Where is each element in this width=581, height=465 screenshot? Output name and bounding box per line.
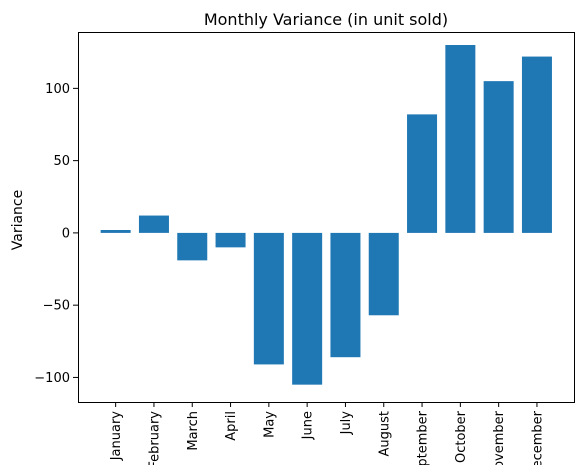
bar-december	[521, 56, 552, 233]
bar-september	[407, 114, 438, 233]
bar-march	[177, 232, 208, 261]
bar-june	[292, 232, 323, 385]
y-axis: −100 −50 0 50 100	[34, 82, 78, 386]
bar-may	[253, 232, 284, 365]
x-tick-label: April	[224, 411, 239, 441]
x-tick-label: February	[147, 411, 162, 465]
x-axis: January February March April May June July Augu…	[109, 402, 545, 465]
x-tick-label: January	[109, 411, 124, 462]
bar-october	[445, 45, 476, 233]
plot-frame	[78, 32, 575, 403]
chart-title: Monthly Variance (in unit sold)	[204, 10, 448, 29]
y-tick-label: −100	[34, 371, 70, 386]
x-tick-label: June	[301, 411, 316, 440]
bar-august	[368, 232, 399, 316]
x-tick-label: December	[530, 410, 545, 465]
x-tick-label: October	[454, 410, 469, 463]
bar-april	[215, 232, 246, 248]
x-tick-label: March	[186, 411, 201, 451]
bar-july	[330, 232, 361, 358]
bar-november	[483, 81, 514, 233]
bars-group	[100, 45, 552, 385]
y-tick-label: 100	[45, 82, 70, 97]
y-axis-label: Variance	[10, 190, 26, 250]
x-tick-label: September	[416, 410, 431, 465]
y-tick-label: 0	[62, 226, 70, 241]
x-tick-label: August	[377, 411, 392, 457]
bar-january	[100, 230, 131, 233]
bar-february	[138, 215, 169, 233]
x-tick-label: November	[492, 410, 507, 465]
x-tick-label: July	[339, 411, 354, 436]
y-tick-label: 50	[53, 154, 70, 169]
x-tick-label: May	[262, 411, 277, 438]
y-tick-label: −50	[43, 299, 70, 314]
